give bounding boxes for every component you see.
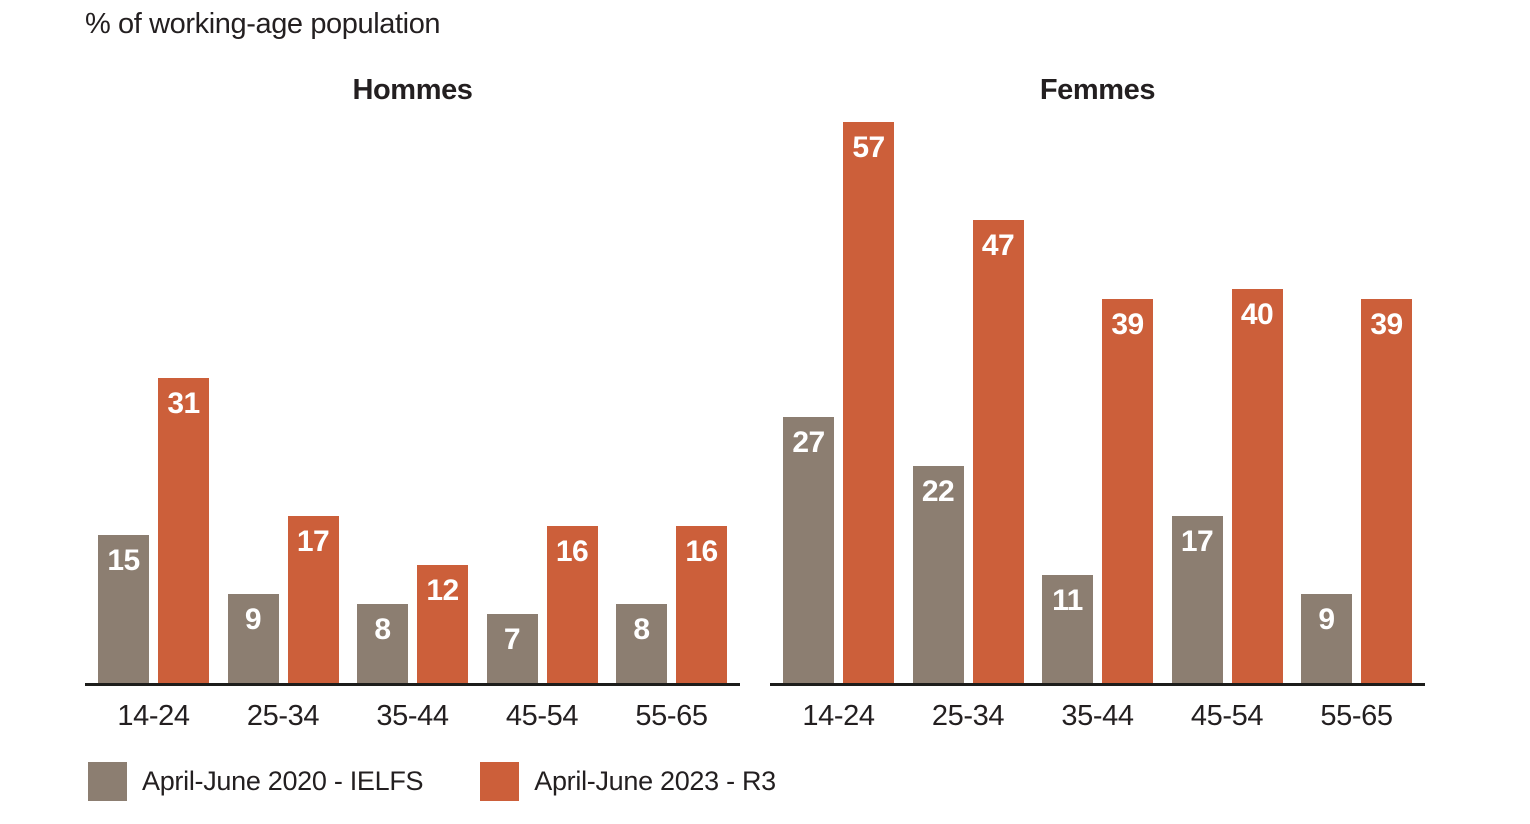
legend-item-2023: April-June 2023 - R3 (480, 762, 776, 801)
figure-title: % of working-age population (85, 8, 441, 40)
x-axis-tick-label: 55-65 (635, 700, 708, 732)
panel-title-hommes: Hommes (352, 74, 473, 106)
bar-april-june-2023: 40 (1231, 289, 1283, 683)
bar-value-label: 17 (1180, 525, 1214, 558)
bar-group: 8 16 (616, 526, 727, 683)
legend-swatch-2023 (480, 762, 520, 801)
x-axis-labels-femmes: 14-24 25-34 35-44 45-54 55-65 (770, 700, 1425, 733)
bar-april-june-2020: 22 (912, 466, 964, 683)
bar-april-june-2020: 9 (1301, 594, 1352, 683)
bar-value-label: 8 (633, 613, 650, 646)
bar-april-june-2020: 9 (227, 594, 279, 683)
bar-value-label: 31 (167, 387, 200, 420)
bar-april-june-2020: 8 (357, 604, 408, 683)
legend-swatch-2020 (88, 762, 127, 801)
bar-april-june-2020: 27 (783, 417, 834, 683)
panels-row: Hommes 15 31 9 17 8 12 7 16 8 16 14-24 25-34 35-44 4… (85, 74, 1425, 733)
bar-value-label: 39 (1111, 308, 1144, 341)
bar-value-label: 57 (852, 131, 885, 164)
bar-value-label: 39 (1370, 308, 1403, 341)
bar-april-june-2023: 47 (972, 220, 1024, 683)
legend-label-2023: April-June 2023 - R3 (534, 766, 776, 796)
bar-group: 11 39 (1042, 299, 1153, 683)
legend: April-June 2020 - IELFS April-June 2023 … (88, 762, 776, 801)
bar-april-june-2023: 16 (546, 526, 598, 683)
x-axis-tick-label: 45-54 (1190, 700, 1264, 732)
bar-april-june-2023: 16 (676, 526, 727, 683)
bar-value-label: 47 (981, 229, 1015, 262)
bar-april-june-2023: 39 (1102, 299, 1153, 683)
x-axis-labels-hommes: 14-24 25-34 35-44 45-54 55-65 (85, 700, 740, 733)
bar-value-label: 15 (107, 544, 140, 577)
bar-group: 27 57 (783, 122, 894, 683)
bar-value-label: 27 (792, 426, 825, 459)
bar-value-label: 16 (555, 535, 589, 568)
bar-april-june-2020: 15 (98, 535, 149, 683)
x-axis-tick-label: 25-34 (931, 700, 1005, 732)
bar-group: 22 47 (912, 220, 1024, 683)
bar-value-label: 40 (1240, 298, 1274, 331)
chart-panel-hommes: Hommes 15 31 9 17 8 12 7 16 8 16 14-24 25-34 35-44 4… (85, 74, 740, 733)
bar-value-label: 8 (374, 613, 391, 646)
bar-group: 9 17 (227, 516, 339, 683)
chart-panel-femmes: Femmes 27 57 22 47 11 39 17 40 9 39 14-24 25-34 35-… (770, 74, 1425, 733)
bar-value-label: 16 (685, 535, 718, 568)
bar-group: 7 16 (486, 526, 598, 683)
panel-title-femmes: Femmes (1039, 74, 1156, 106)
bar-value-label: 11 (1052, 584, 1083, 617)
x-axis-tick-label: 14-24 (117, 700, 190, 732)
bar-april-june-2023: 17 (287, 516, 339, 683)
bar-value-label: 9 (244, 603, 262, 636)
x-axis-tick-label: 35-44 (376, 700, 449, 732)
x-axis-tick-label: 14-24 (802, 700, 875, 732)
bar-april-june-2023: 39 (1361, 299, 1412, 683)
bar-april-june-2020: 7 (486, 614, 538, 683)
bar-value-label: 12 (426, 574, 459, 607)
x-axis-tick-label: 25-34 (246, 700, 320, 732)
bar-group: 8 12 (357, 565, 468, 683)
plot-area-femmes: 27 57 22 47 11 39 17 40 9 39 (770, 122, 1425, 686)
legend-item-2020: April-June 2020 - IELFS (88, 762, 424, 801)
x-axis-tick-label: 55-65 (1320, 700, 1393, 732)
bar-april-june-2023: 31 (158, 378, 209, 683)
bar-value-label: 7 (503, 623, 521, 656)
bar-april-june-2023: 57 (843, 122, 894, 683)
bar-april-june-2020: 17 (1171, 516, 1223, 683)
bar-april-june-2023: 12 (417, 565, 468, 683)
bar-group: 15 31 (98, 378, 209, 683)
x-axis-tick-label: 35-44 (1061, 700, 1134, 732)
bar-value-label: 22 (921, 475, 955, 508)
bar-group: 9 39 (1301, 299, 1412, 683)
bar-value-label: 9 (1318, 603, 1335, 636)
bar-april-june-2020: 11 (1042, 575, 1093, 683)
plot-area-hommes: 15 31 9 17 8 12 7 16 8 16 (85, 122, 740, 686)
legend-label-2020: April-June 2020 - IELFS (142, 766, 424, 796)
bar-april-june-2020: 8 (616, 604, 667, 683)
bar-value-label: 17 (296, 525, 330, 558)
x-axis-tick-label: 45-54 (505, 700, 579, 732)
bar-group: 17 40 (1171, 289, 1283, 683)
